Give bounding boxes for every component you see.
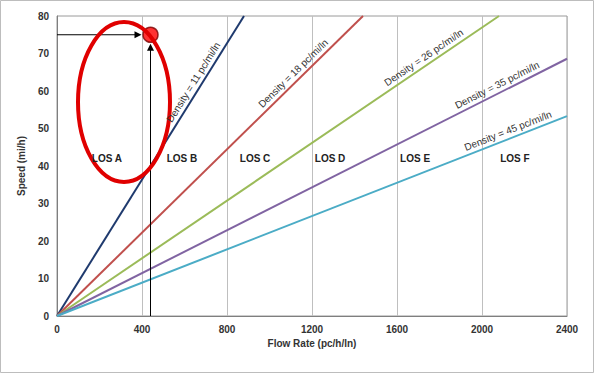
svg-text:60: 60 — [38, 86, 50, 97]
svg-text:400: 400 — [134, 324, 151, 335]
svg-text:Density = 45 pc/mi/ln: Density = 45 pc/mi/ln — [463, 109, 554, 153]
svg-text:2400: 2400 — [556, 324, 579, 335]
svg-text:Flow Rate (pc/h/ln): Flow Rate (pc/h/ln) — [268, 338, 357, 349]
svg-text:0: 0 — [43, 311, 49, 322]
svg-text:Density = 18 pc/mi/ln: Density = 18 pc/mi/ln — [256, 37, 330, 110]
svg-text:LOS A: LOS A — [92, 153, 122, 164]
svg-text:20: 20 — [38, 236, 50, 247]
svg-text:30: 30 — [38, 198, 50, 209]
svg-text:LOS C: LOS C — [240, 153, 271, 164]
svg-text:80: 80 — [38, 11, 50, 22]
svg-text:Speed (mi/h): Speed (mi/h) — [16, 136, 27, 196]
svg-text:1600: 1600 — [386, 324, 409, 335]
svg-text:1200: 1200 — [301, 324, 324, 335]
svg-text:800: 800 — [219, 324, 236, 335]
svg-text:40: 40 — [38, 161, 50, 172]
svg-text:50: 50 — [38, 123, 50, 134]
svg-text:0: 0 — [54, 324, 60, 335]
svg-text:Density = 35 pc/mi/ln: Density = 35 pc/mi/ln — [453, 59, 541, 111]
svg-text:LOS E: LOS E — [400, 153, 430, 164]
svg-text:10: 10 — [38, 273, 50, 284]
svg-text:LOS F: LOS F — [500, 153, 529, 164]
svg-text:Density = 26 pc/mi/ln: Density = 26 pc/mi/ln — [382, 27, 465, 88]
svg-text:Density = 11 pc/mi/ln: Density = 11 pc/mi/ln — [164, 40, 222, 124]
svg-text:70: 70 — [38, 48, 50, 59]
svg-text:LOS D: LOS D — [315, 153, 346, 164]
svg-text:LOS B: LOS B — [167, 153, 198, 164]
svg-text:2000: 2000 — [471, 324, 494, 335]
